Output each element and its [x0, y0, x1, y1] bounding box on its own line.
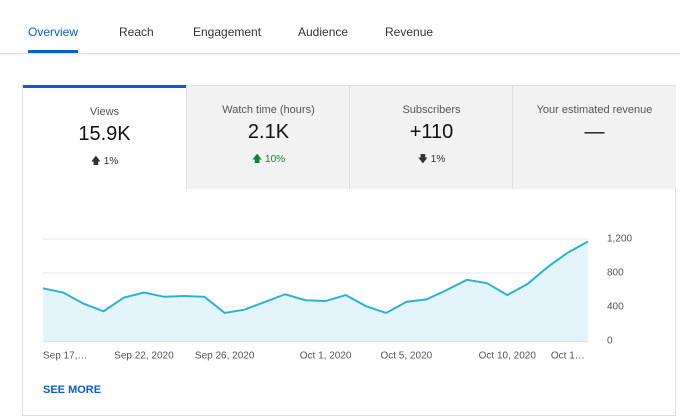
x-tick-label: Oct 10, 2020 — [479, 351, 537, 362]
line — [42, 240, 589, 315]
tab[interactable]: Overview — [28, 25, 79, 39]
metric-card[interactable]: Your estimated revenue — — [512, 86, 676, 189]
x-tick-label: Oct 1… — [551, 351, 585, 362]
metric-change: 10% — [265, 154, 286, 165]
x-tick-label: Oct 1, 2020 — [300, 351, 352, 362]
arrow-up: 🡅 — [251, 154, 263, 165]
analytics-panel: Views 15.9K 🡅 1% Watch time (hours) 2.1K… — [22, 85, 676, 416]
tab[interactable]: Reach — [119, 25, 154, 39]
x-tick-label: Sep 17,… — [43, 351, 87, 362]
metric-label: Watch time (hours) — [222, 104, 315, 116]
x-tick-label: Sep 26, 2020 — [195, 351, 255, 362]
see-more-link[interactable]: SEE MORE — [43, 384, 102, 396]
metric-change: 1% — [430, 154, 446, 165]
metric-change: 1% — [103, 156, 119, 167]
metric-value: 15.9K — [78, 123, 131, 145]
metric-card[interactable]: Subscribers +110 🡇 1% — [349, 86, 513, 189]
y-tick-label: 400 — [607, 302, 624, 313]
metric-label: Views — [89, 106, 120, 118]
y-tick-label: 1,200 — [607, 234, 632, 245]
x-tick-label: Oct 5, 2020 — [380, 351, 432, 362]
arrow-down: 🡇 — [417, 154, 429, 165]
tab[interactable]: Audience — [298, 25, 349, 39]
area — [43, 241, 588, 341]
tab-indicator — [28, 50, 78, 53]
metric-value: 2.1K — [247, 121, 290, 143]
tab-bar: Overview Reach Engagement Audience Reven… — [0, 0, 680, 54]
metric-label: Your estimated revenue — [536, 104, 653, 116]
y-tick-label: 800 — [607, 268, 624, 279]
tab[interactable]: Revenue — [385, 25, 434, 39]
x-tick-label: Sep 22, 2020 — [114, 351, 174, 362]
metric-label: Subscribers — [402, 104, 461, 116]
tab[interactable]: Engagement — [193, 25, 262, 39]
metric-value: — — [584, 121, 605, 143]
arrow-up: 🡅 — [90, 156, 102, 167]
metric-value: +110 — [409, 121, 454, 143]
y-tick-label: 0 — [607, 336, 613, 347]
metric-card[interactable]: Views 15.9K 🡅 1% — [23, 85, 186, 189]
metric-card[interactable]: Watch time (hours) 2.1K 🡅 10% — [186, 86, 350, 189]
